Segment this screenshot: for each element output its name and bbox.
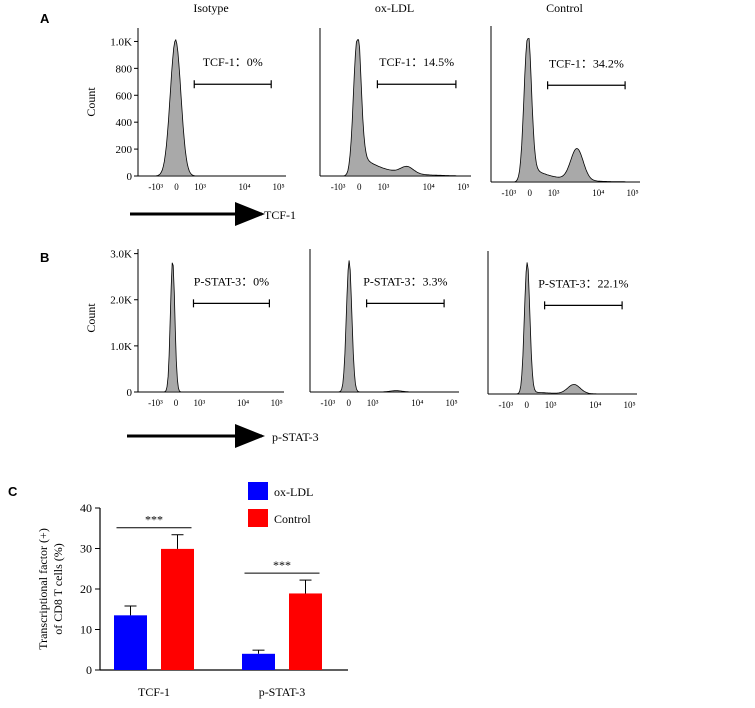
- bar-y-tick-label: 10: [80, 623, 92, 637]
- significance-stars: ***: [273, 558, 291, 572]
- bar-y-tick-label: 0: [86, 663, 92, 677]
- x-tick-label: 10³: [378, 182, 390, 192]
- histogram-title: ox-LDL: [375, 1, 414, 15]
- x-tick-label: 10³: [548, 188, 560, 198]
- panel-b-ylabel: Count: [84, 303, 98, 333]
- bar-control-1: [289, 593, 322, 670]
- gate-label: TCF-1：0%: [203, 55, 263, 69]
- histogram-title: Isotype: [193, 1, 228, 15]
- x-tick-label: 10⁴: [592, 188, 604, 198]
- x-tick-label: 10⁵: [626, 188, 638, 198]
- bar-y-tick-label: 30: [80, 542, 92, 556]
- histogram-curve: [145, 262, 270, 393]
- x-tick-label: 10⁵: [273, 182, 285, 192]
- bar-x-category-label: p-STAT-3: [259, 685, 306, 699]
- legend-label: ox-LDL: [274, 485, 313, 499]
- x-tick-label: 10⁵: [623, 400, 635, 410]
- x-tick-label: 10⁴: [423, 182, 435, 192]
- legend-label: Control: [274, 512, 311, 526]
- x-tick-label: -10³: [502, 188, 517, 198]
- histogram-curve: [498, 38, 626, 183]
- panel-a-histogram-1: -10³ 0 10³ 10⁴ 10⁵ TCF-1：0% Isotype: [137, 1, 286, 192]
- x-tick-label: -10³: [331, 182, 346, 192]
- panel-a-ylabel: Count: [84, 87, 98, 117]
- gate-label: TCF-1：34.2%: [549, 56, 624, 70]
- panel-b-histogram-2: -10³ 0 10³ 10⁴ 10⁵ P-STAT-3：3.3%: [309, 249, 459, 408]
- panel-label-c: C: [8, 484, 18, 499]
- significance-stars: ***: [145, 513, 163, 527]
- x-tick-label: 10³: [194, 182, 206, 192]
- y-tick-label: 400: [116, 117, 133, 129]
- bar-ox-ldl-1: [242, 653, 275, 670]
- bar-chart-panel-c: 0 10 20 30 40 Transcriptional factor (+) of CD…: [36, 482, 348, 699]
- legend-swatch-0: [248, 482, 268, 500]
- histogram-curve: [327, 39, 457, 177]
- x-tick-label: -10³: [321, 398, 336, 408]
- x-tick-label: 10⁴: [238, 182, 250, 192]
- histogram-curve: [495, 262, 623, 395]
- histogram-curve: [317, 260, 445, 393]
- x-tick-label: 0: [346, 398, 351, 408]
- panel-label-a: A: [40, 11, 50, 26]
- x-tick-label: 10⁴: [411, 398, 423, 408]
- panel-b-xlabel: p-STAT-3: [272, 430, 319, 444]
- x-tick-label: 10⁵: [445, 398, 457, 408]
- x-tick-label: 10³: [545, 400, 557, 410]
- gate-label: TCF-1：14.5%: [379, 55, 454, 69]
- x-tick-label: 10⁵: [271, 398, 283, 408]
- x-tick-label: 10³: [367, 398, 379, 408]
- x-tick-label: 0: [524, 400, 529, 410]
- panel-a-histogram-3: -10³ 0 10³ 10⁴ 10⁵ TCF-1：34.2% Control: [490, 1, 640, 198]
- panel-b-histogram-3: -10³ 0 10³ 10⁴ 10⁵ P-STAT-3：22.1%: [487, 251, 637, 410]
- x-tick-label: 0: [174, 398, 179, 408]
- bar-ylabel-line2: of CD8 T cells (%): [51, 543, 65, 635]
- y-tick-label: 0: [127, 387, 133, 399]
- panel-a-yaxis-ticks: 0 200 400 600 800 1.0K: [110, 36, 138, 183]
- x-tick-label: 10⁵: [457, 182, 469, 192]
- x-tick-label: -10³: [148, 182, 163, 192]
- y-tick-label: 200: [116, 144, 133, 156]
- histogram-curve: [145, 38, 272, 177]
- histogram-panels: -10³ 0 10³ 10⁴ 10⁵ TCF-1：0% Isotype -10³ 0 10³ 10⁴…: [110, 1, 640, 410]
- y-tick-label: 3.0K: [110, 249, 132, 261]
- gate-label: P-STAT-3：3.3%: [363, 274, 447, 288]
- y-tick-label: 1.0K: [110, 341, 132, 353]
- gate-label: P-STAT-3：0%: [194, 274, 269, 288]
- bar-ylabel-line1: Transcriptional factor (+): [36, 528, 50, 650]
- x-tick-label: 0: [527, 188, 532, 198]
- bar-x-category-label: TCF-1: [138, 685, 170, 699]
- panel-b-histogram-1: -10³ 0 10³ 10⁴ 10⁵ P-STAT-3：0%: [137, 249, 284, 408]
- x-tick-label: 10⁴: [589, 400, 601, 410]
- y-tick-label: 800: [116, 63, 133, 75]
- panel-b-yaxis-ticks: 0 1.0K 2.0K 3.0K: [110, 249, 138, 399]
- bar-control-0: [161, 548, 194, 670]
- y-tick-label: 0: [127, 171, 133, 183]
- x-tick-label: -10³: [148, 398, 163, 408]
- legend-swatch-1: [248, 509, 268, 527]
- y-tick-label: 1.0K: [110, 36, 132, 48]
- x-tick-label: 10⁴: [237, 398, 249, 408]
- panel-label-b: B: [40, 250, 49, 265]
- x-tick-label: 0: [174, 182, 179, 192]
- histogram-title: Control: [546, 1, 583, 15]
- x-tick-label: 10³: [193, 398, 205, 408]
- panel-a-xlabel: TCF-1: [264, 208, 296, 222]
- bar-y-tick-label: 20: [80, 582, 92, 596]
- x-tick-label: -10³: [499, 400, 514, 410]
- gate-label: P-STAT-3：22.1%: [538, 276, 628, 290]
- panel-a-histogram-2: -10³ 0 10³ 10⁴ 10⁵ TCF-1：14.5% ox-LDL: [319, 1, 471, 192]
- y-tick-label: 2.0K: [110, 295, 132, 307]
- y-tick-label: 600: [116, 90, 133, 102]
- x-tick-label: 0: [357, 182, 362, 192]
- bar-y-tick-label: 40: [80, 501, 92, 515]
- bar-ox-ldl-0: [114, 615, 147, 670]
